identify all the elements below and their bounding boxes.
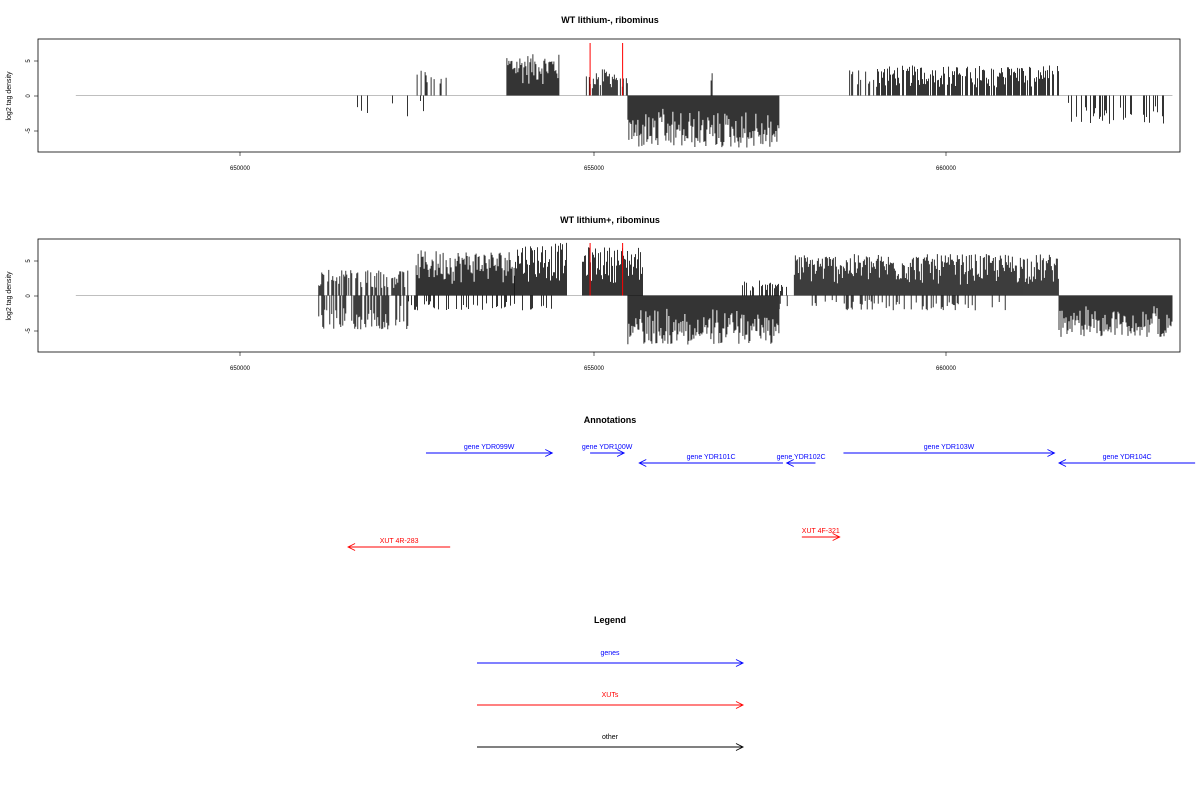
feature-arrow-head [1057,459,1067,467]
x-tick-label: 660000 [936,166,957,172]
feature-arrow-head [616,449,626,457]
plot-frame [37,238,1181,353]
legend-item-xut: XUTs [477,692,745,709]
feature-label: gene YDR103W [924,444,975,451]
feature-arrow-head [347,543,356,551]
x-tick-label: 660000 [936,366,957,372]
density-bars [75,43,1173,148]
feature-arrow-head [545,449,554,457]
feature-arrows: gene YDR099W gene YDR100W gene YDR101C gene… [347,444,1196,551]
gene-feature: gene YDR104C [1057,454,1196,467]
y-tick-label: 5 [26,59,32,63]
legend-label: XUTs [602,692,619,699]
xut-feature: XUT 4R-283 [347,538,451,551]
y-axis-label: log2 tag density [6,271,13,321]
gene-feature: gene YDR099W [425,444,554,457]
plot-frame [37,38,1181,153]
feature-arrow-head [785,459,794,467]
legend-item-gene: genes [477,650,745,667]
x-tick-label: 650000 [230,366,251,372]
panel-title: WT lithium-, ribominus [561,15,659,25]
feature-label: gene YDR100W [582,444,633,451]
gene-feature: gene YDR100W [582,444,633,457]
panel-title: WT lithium+, ribominus [560,215,660,225]
feature-label: gene YDR102C [777,454,826,461]
legend-items: genes XUTs other [477,650,745,751]
y-axis-label: log2 tag density [6,71,13,121]
gene-feature: gene YDR102C [777,454,826,467]
legend-label: other [602,734,619,741]
gene-feature: gene YDR103W [843,444,1056,457]
feature-label: gene YDR104C [1103,454,1152,461]
density-bars [75,242,1173,345]
feature-label: gene YDR101C [687,454,736,461]
legend-title: Legend [594,615,626,625]
y-tick-label: 5 [26,259,32,263]
feature-label: XUT 4R-283 [380,538,419,545]
legend-arrow-head [735,743,745,751]
y-tick-label: -5 [26,328,32,334]
feature-label: gene YDR099W [464,444,515,451]
feature-arrow-head [638,459,647,467]
legend-arrow-head [735,659,745,667]
gene-feature: gene YDR101C [638,454,783,467]
x-tick-label: 650000 [230,166,251,172]
legend-arrow-head [735,701,745,709]
feature-label: XUT 4F-321 [802,528,840,535]
legend-label: genes [600,650,620,657]
x-tick-label: 655000 [584,366,605,372]
y-tick-label: -5 [26,128,32,134]
x-tick-label: 655000 [584,166,605,172]
y-tick-label: 0 [26,94,32,98]
track-panel-lithium-minus: WT lithium-, ribominus log2 tag density … [6,15,1181,172]
y-tick-label: 0 [26,294,32,298]
annotations-title: Annotations [584,415,637,425]
legend: Legend genes XUTs other [477,615,745,751]
feature-arrow-head [832,533,841,541]
legend-item-other: other [477,734,745,751]
track-panel-lithium-plus: WT lithium+, ribominus log2 tag density … [6,215,1181,372]
annotations-track: Annotations gene YDR099W gene YDR100Wgene… [347,415,1196,551]
feature-arrow-head [1047,449,1056,457]
xut-feature: XUT 4F-321 [802,528,841,541]
